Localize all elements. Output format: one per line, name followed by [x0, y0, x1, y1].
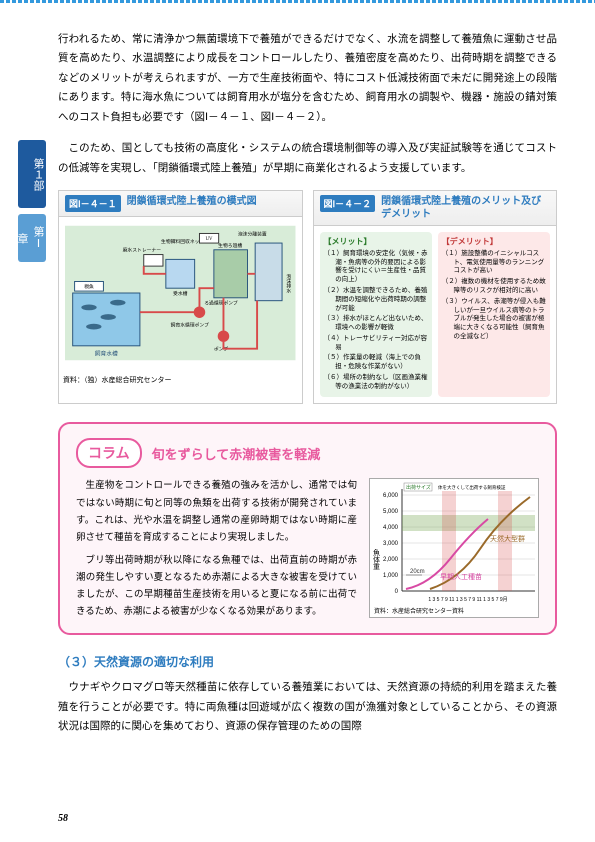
demerit-column: 【デメリット】 （１）施設整備のイニシャルコスト、電気使用量等のランニングコスト… — [438, 232, 550, 397]
chapter-tab: 第Ⅰ章 — [18, 214, 46, 262]
fig2-title: 閉鎖循環式陸上養殖のメリット及びデメリット — [381, 195, 550, 221]
fig1-title: 閉鎖循環式陸上養殖の模式図 — [127, 195, 257, 208]
merit-column: 【メリット】 （１）飼育環境の安定化（気候・赤潮・魚病等の外的要因による影響を受… — [320, 232, 432, 397]
part-tab: 第１部 — [18, 140, 46, 208]
svg-text:早期人工種苗: 早期人工種苗 — [440, 573, 482, 581]
svg-text:4,000: 4,000 — [383, 525, 399, 531]
fig1-diagram: 飼育水槽 親魚 廃水ストレーナー 受水槽 生物餌料回収ネ — [65, 223, 296, 363]
column-chart: 6,000 5,000 4,000 3,000 2,000 1,000 0 魚体… — [369, 478, 539, 618]
svg-text:飼育水槽: 飼育水槽 — [95, 349, 118, 357]
svg-text:魚体重: 魚体重 — [373, 549, 381, 571]
fig1-source: 資料：（独）水産総合研究センター — [59, 375, 302, 389]
svg-text:UV: UV — [206, 237, 213, 242]
body-para-2: このため、国としても技術の高度化・システムの統合環境制御等の導入及び実証試験等を… — [58, 139, 557, 178]
svg-text:泡沫排水: 泡沫排水 — [285, 273, 290, 293]
figure-1: 図Ⅰ－４－１ 閉鎖循環式陸上養殖の模式図 飼育水槽 親魚 — [58, 190, 303, 404]
svg-text:20cm: 20cm — [410, 569, 425, 575]
section3-title: （３）天然資源の適切な利用 — [58, 653, 557, 670]
svg-text:1,000: 1,000 — [383, 573, 399, 579]
svg-text:6,000: 6,000 — [383, 493, 399, 499]
figure-2: 図Ⅰ－４－２ 閉鎖循環式陸上養殖のメリット及びデメリット 【メリット】 （１）飼… — [313, 190, 558, 404]
section3-para: ウナギやクロマグロ等天然種苗に依存している養殖業においては、天然資源の持続的利用… — [58, 678, 557, 736]
column-para-1: 生産物をコントロールできる養殖の強みを活かし、通常では旬ではない時期に旬と同等の… — [76, 478, 357, 546]
fig1-tag: 図Ⅰ－４－１ — [65, 195, 121, 212]
svg-text:3,000: 3,000 — [383, 541, 399, 547]
svg-text:1 3 5 7 9 11 1 3 5 7 9 11 1 3: 1 3 5 7 9 11 1 3 5 7 9 11 1 3 5 7 9月 — [428, 597, 507, 603]
svg-text:2,000: 2,000 — [383, 557, 399, 563]
column-box: コラム 旬をずらして赤潮被害を軽減 生産物をコントロールできる養殖の強みを活かし… — [58, 422, 557, 635]
fig2-tag: 図Ⅰ－４－２ — [320, 195, 376, 212]
column-title: 旬をずらして赤潮被害を軽減 — [152, 444, 321, 463]
page-number: 58 — [58, 813, 68, 824]
svg-text:出荷サイズ: 出荷サイズ — [406, 484, 431, 491]
svg-text:0: 0 — [395, 589, 399, 595]
column-para-2: ブリ等出荷時期が秋以降になる魚種では、出荷直前の時期が赤潮の発生しやすい夏となる… — [76, 553, 357, 621]
body-para-1: 行われるため、常に清浄かつ無菌環境下で養殖ができるだけでなく、水流を調整して養殖… — [58, 30, 557, 127]
svg-text:体を大きくして出荷する飼育検証: 体を大きくして出荷する飼育検証 — [438, 484, 506, 491]
column-tag: コラム — [76, 438, 142, 468]
svg-text:天然大型群: 天然大型群 — [490, 534, 525, 543]
svg-text:5,000: 5,000 — [383, 509, 399, 515]
